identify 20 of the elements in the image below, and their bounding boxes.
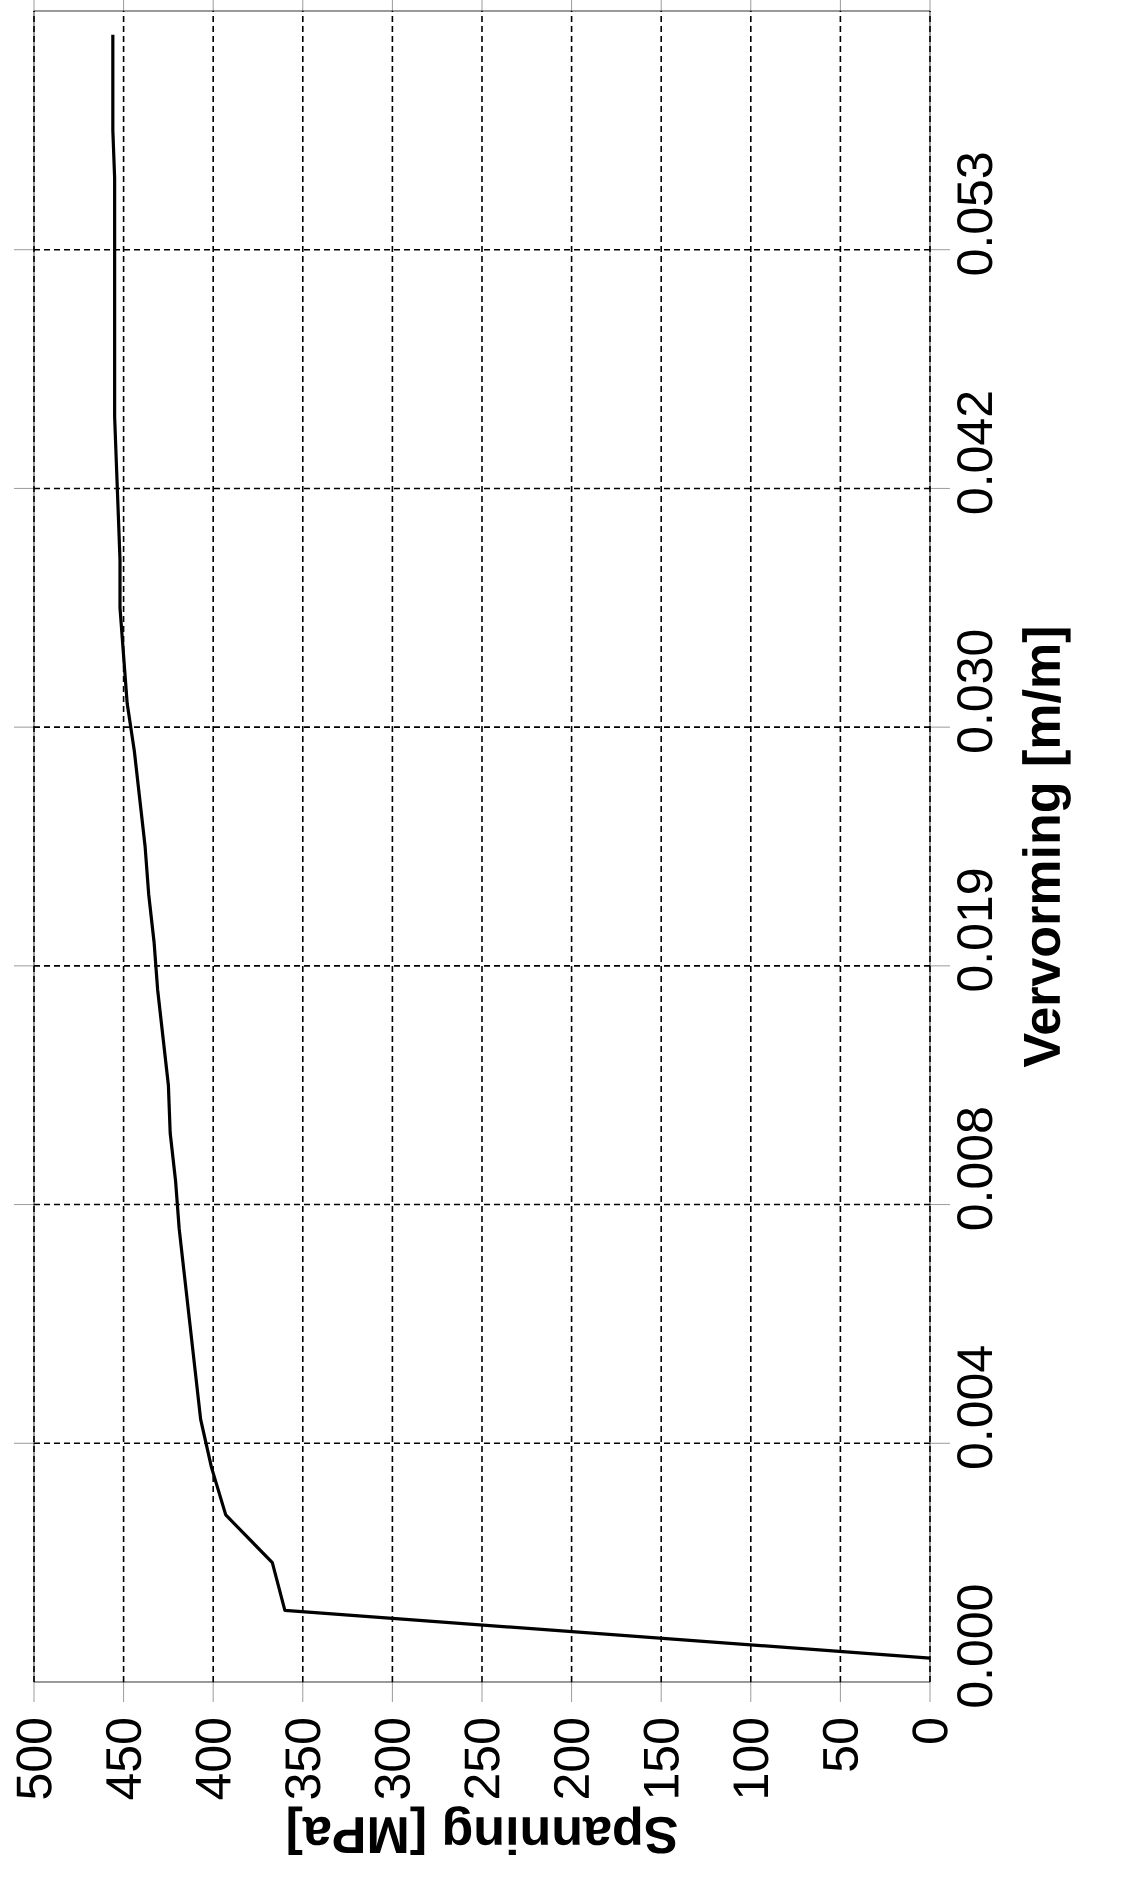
y-tick-label: 0.030	[957, 630, 993, 752]
x-tick-label: 200	[553, 1719, 590, 1798]
y-tick-label: 0.004	[957, 1346, 993, 1469]
y-axis-title: Vervorming [m/m]	[1022, 628, 1071, 1068]
x-tick-label: 150	[643, 1719, 679, 1797]
y-tick-label: 0.053	[957, 153, 993, 275]
x-tick-label: 450	[105, 1719, 142, 1800]
y-tick-label: 0.042	[957, 392, 993, 514]
x-tick-label: 350	[285, 1719, 321, 1799]
x-tick-label: 500	[16, 1719, 52, 1799]
y-tick-label: 0.000	[957, 1585, 993, 1707]
x-tick-label: 50	[822, 1719, 859, 1771]
y-tick-label: 0.008	[957, 1108, 993, 1230]
x-axis-title: Spanning [MPa]	[288, 1806, 677, 1855]
x-tick-label: 100	[733, 1719, 769, 1797]
x-tick-label: 0	[912, 1719, 948, 1743]
x-tick-label: 300	[374, 1719, 411, 1799]
x-tick-label: 400	[195, 1719, 231, 1800]
y-tick-label: 0.019	[957, 869, 993, 991]
x-tick-label: 250	[464, 1719, 500, 1798]
